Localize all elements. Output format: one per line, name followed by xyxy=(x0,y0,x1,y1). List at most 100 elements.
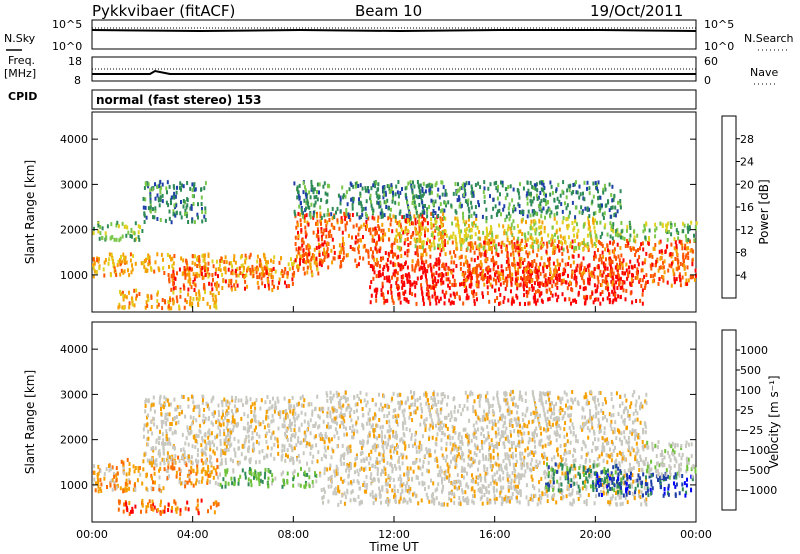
data-cell xyxy=(110,466,113,471)
data-cell xyxy=(406,237,409,242)
data-cell xyxy=(577,290,580,295)
data-cell xyxy=(586,233,589,238)
data-cell xyxy=(203,214,206,219)
data-cell xyxy=(599,220,602,225)
data-cell xyxy=(378,237,380,242)
data-cell xyxy=(462,211,464,216)
data-cell xyxy=(173,446,176,451)
data-cell xyxy=(183,267,186,272)
data-cell xyxy=(678,265,681,270)
data-cell xyxy=(370,293,373,298)
data-cell xyxy=(206,478,209,483)
data-cell xyxy=(671,252,674,257)
data-cell xyxy=(411,282,414,287)
data-cell xyxy=(233,283,236,288)
data-cell xyxy=(101,236,104,241)
data-cell xyxy=(268,429,271,434)
data-cell xyxy=(175,474,178,479)
data-cell xyxy=(472,267,475,272)
data-cell xyxy=(408,290,411,295)
data-cell xyxy=(451,300,454,305)
data-cell xyxy=(360,204,363,209)
data-cell xyxy=(137,468,140,473)
data-cell xyxy=(559,455,562,459)
data-cell xyxy=(452,300,455,305)
data-cell xyxy=(131,509,134,514)
data-cell xyxy=(352,199,355,204)
data-cell xyxy=(250,468,253,473)
data-cell xyxy=(320,263,323,268)
data-cell xyxy=(167,203,170,208)
data-cell xyxy=(613,247,616,252)
data-cell xyxy=(421,188,424,193)
data-cell xyxy=(601,273,604,278)
data-cell xyxy=(571,502,574,507)
data-cell xyxy=(497,274,500,279)
data-cell xyxy=(228,429,231,434)
data-cell xyxy=(152,507,155,512)
data-cell xyxy=(444,252,447,257)
data-cell xyxy=(342,250,345,255)
data-cell xyxy=(460,435,463,440)
data-cell xyxy=(397,232,400,237)
data-cell xyxy=(369,193,372,198)
data-cell xyxy=(327,212,330,217)
data-cell xyxy=(476,225,479,230)
data-cell xyxy=(119,272,122,277)
data-cell xyxy=(288,423,291,428)
data-cell xyxy=(369,231,372,236)
data-cell xyxy=(304,188,307,193)
data-cell xyxy=(596,220,598,225)
data-cell xyxy=(580,205,583,210)
data-cell xyxy=(526,293,529,298)
data-cell xyxy=(217,425,220,430)
data-cell xyxy=(307,247,310,252)
data-cell xyxy=(479,253,482,258)
data-cell xyxy=(602,490,605,495)
data-cell xyxy=(445,192,448,197)
data-cell xyxy=(142,427,145,432)
data-cell xyxy=(194,404,197,409)
data-cell xyxy=(460,186,463,190)
data-cell xyxy=(369,247,372,252)
data-cell xyxy=(617,200,619,205)
data-cell xyxy=(441,208,444,213)
data-cell xyxy=(676,267,679,272)
data-cell xyxy=(169,442,172,447)
data-cell xyxy=(309,263,312,267)
data-cell xyxy=(445,203,447,208)
data-cell xyxy=(512,250,515,255)
data-cell xyxy=(304,230,307,235)
data-cell xyxy=(197,215,199,220)
data-cell xyxy=(218,419,221,424)
data-cell xyxy=(514,248,517,253)
data-cell xyxy=(430,184,433,189)
data-cell xyxy=(554,245,557,250)
data-cell xyxy=(233,447,236,452)
data-cell xyxy=(237,462,240,467)
data-cell xyxy=(244,475,247,480)
data-cell xyxy=(117,224,120,229)
data-cell xyxy=(567,235,570,240)
data-cell xyxy=(291,281,294,286)
data-cell xyxy=(248,467,251,471)
data-cell xyxy=(281,274,284,278)
data-cell xyxy=(526,254,529,259)
data-cell xyxy=(504,278,507,283)
data-cell xyxy=(454,282,457,287)
data-cell xyxy=(154,461,157,466)
data-cell xyxy=(512,236,515,241)
data-cell xyxy=(495,278,497,283)
data-cell xyxy=(386,461,389,465)
data-cell xyxy=(387,266,390,271)
data-cell xyxy=(211,396,214,401)
data-cell xyxy=(244,279,247,284)
data-cell xyxy=(683,263,686,268)
data-cell xyxy=(660,249,663,254)
data-cell xyxy=(392,300,395,305)
data-cell xyxy=(303,253,305,257)
data-cell xyxy=(641,261,644,266)
data-cell xyxy=(312,253,315,258)
data-cell xyxy=(372,183,375,188)
data-cell xyxy=(285,409,288,413)
